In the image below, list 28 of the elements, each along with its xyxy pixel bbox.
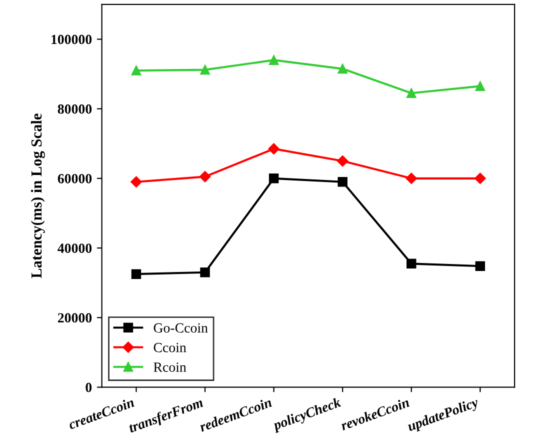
y-tick-label: 0 [86, 382, 92, 392]
point [268, 143, 280, 154]
point [406, 88, 416, 98]
point [199, 171, 211, 182]
y-tick-label: 20000 [58, 313, 92, 323]
y-tick-label: 100000 [52, 34, 92, 44]
point [336, 155, 348, 167]
point [406, 172, 417, 184]
point [406, 258, 416, 269]
legend-label: Go-Ccoin [154, 323, 208, 333]
point [475, 261, 486, 271]
point [268, 55, 279, 65]
point [131, 269, 142, 279]
point [474, 172, 486, 184]
point [268, 174, 279, 184]
y-tick-label: 60000 [58, 174, 92, 184]
y-axis-title: Latency(ms) in Log Scale [30, 114, 45, 278]
point [200, 64, 210, 75]
point [338, 177, 348, 187]
legend-label: Rcoin [154, 362, 186, 372]
y-tick-label: 80000 [58, 104, 92, 114]
y-tick-label: 40000 [58, 244, 92, 253]
point [130, 176, 142, 188]
point [131, 66, 142, 76]
point [200, 268, 210, 278]
point [475, 81, 486, 92]
point [338, 64, 348, 74]
legend-label: Ccoin [154, 342, 186, 352]
